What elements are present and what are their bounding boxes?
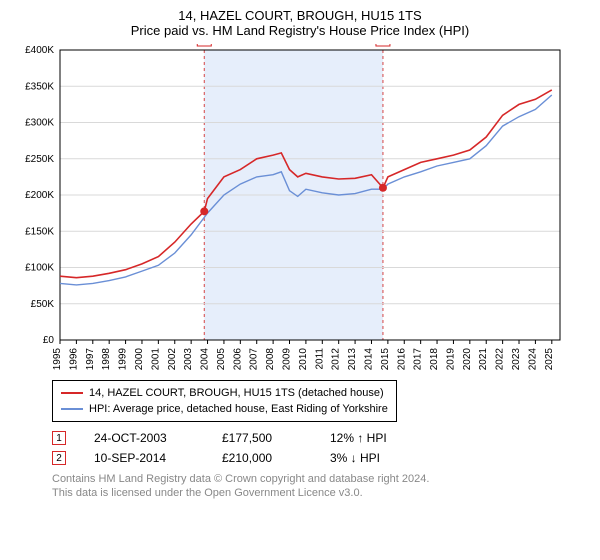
svg-text:2006: 2006 [232,348,243,371]
attribution-line: Contains HM Land Registry data © Crown c… [52,472,590,486]
svg-text:£100K: £100K [25,263,54,274]
attribution-line: This data is licensed under the Open Gov… [52,486,590,500]
svg-text:2000: 2000 [134,348,145,371]
legend-label: 14, HAZEL COURT, BROUGH, HU15 1TS (detac… [89,385,384,401]
price-chart: £0 £50K £100K £150K £200K £250K £300K £350K £400… [10,44,570,374]
svg-text:1998: 1998 [101,348,112,371]
svg-text:£350K: £350K [25,81,54,92]
svg-text:2025: 2025 [544,348,555,371]
svg-text:2016: 2016 [396,348,407,371]
svg-text:1997: 1997 [85,348,96,371]
svg-text:2021: 2021 [478,348,489,371]
svg-text:£250K: £250K [25,154,54,165]
svg-text:£300K: £300K [25,118,54,129]
legend-swatch [61,408,83,410]
svg-text:2017: 2017 [413,348,424,371]
event-date: 24-OCT-2003 [94,431,194,445]
svg-text:£150K: £150K [25,226,54,237]
event-price: £177,500 [222,431,302,445]
svg-text:2001: 2001 [150,348,161,371]
svg-text:2009: 2009 [282,348,293,371]
attribution: Contains HM Land Registry data © Crown c… [52,472,590,500]
svg-text:2015: 2015 [380,348,391,371]
svg-text:2012: 2012 [331,348,342,371]
svg-text:2013: 2013 [347,348,358,371]
event-table: 1 24-OCT-2003 £177,500 12% ↑ HPI 2 10-SEP-201… [52,428,590,468]
legend: 14, HAZEL COURT, BROUGH, HU15 1TS (detac… [52,380,397,422]
svg-text:2007: 2007 [249,348,260,371]
event-marker: 2 [52,451,66,465]
svg-text:1996: 1996 [68,348,79,371]
event-marker: 1 [52,431,66,445]
svg-text:£0: £0 [43,335,55,346]
chart-area: £0 £50K £100K £150K £200K £250K £300K £350K £400… [10,44,590,374]
svg-text:2003: 2003 [183,348,194,371]
svg-text:2014: 2014 [363,348,374,371]
svg-text:2008: 2008 [265,348,276,371]
svg-text:£400K: £400K [25,45,54,56]
svg-text:£50K: £50K [31,299,55,310]
svg-text:2011: 2011 [314,348,325,370]
legend-swatch [61,392,83,394]
svg-text:1995: 1995 [52,348,63,371]
svg-text:2024: 2024 [527,348,538,371]
svg-text:1: 1 [201,44,207,46]
event-row: 2 10-SEP-2014 £210,000 3% ↓ HPI [52,448,590,468]
svg-text:2010: 2010 [298,348,309,371]
svg-text:2005: 2005 [216,348,227,371]
svg-text:2019: 2019 [445,348,456,371]
svg-text:2020: 2020 [462,348,473,371]
svg-text:£200K: £200K [25,190,54,201]
event-date: 10-SEP-2014 [94,451,194,465]
event-row: 1 24-OCT-2003 £177,500 12% ↑ HPI [52,428,590,448]
event-price: £210,000 [222,451,302,465]
svg-text:1999: 1999 [118,348,129,371]
legend-label: HPI: Average price, detached house, East… [89,401,388,417]
svg-text:2022: 2022 [495,348,506,371]
page-subtitle: Price paid vs. HM Land Registry's House … [10,23,590,38]
page-title: 14, HAZEL COURT, BROUGH, HU15 1TS [10,8,590,23]
legend-row: 14, HAZEL COURT, BROUGH, HU15 1TS (detac… [61,385,388,401]
svg-text:2023: 2023 [511,348,522,371]
svg-text:2018: 2018 [429,348,440,371]
svg-text:2: 2 [380,44,386,46]
legend-row: HPI: Average price, detached house, East… [61,401,388,417]
event-diff: 3% ↓ HPI [330,451,420,465]
event-diff: 12% ↑ HPI [330,431,420,445]
svg-text:2002: 2002 [167,348,178,371]
svg-text:2004: 2004 [200,348,211,371]
